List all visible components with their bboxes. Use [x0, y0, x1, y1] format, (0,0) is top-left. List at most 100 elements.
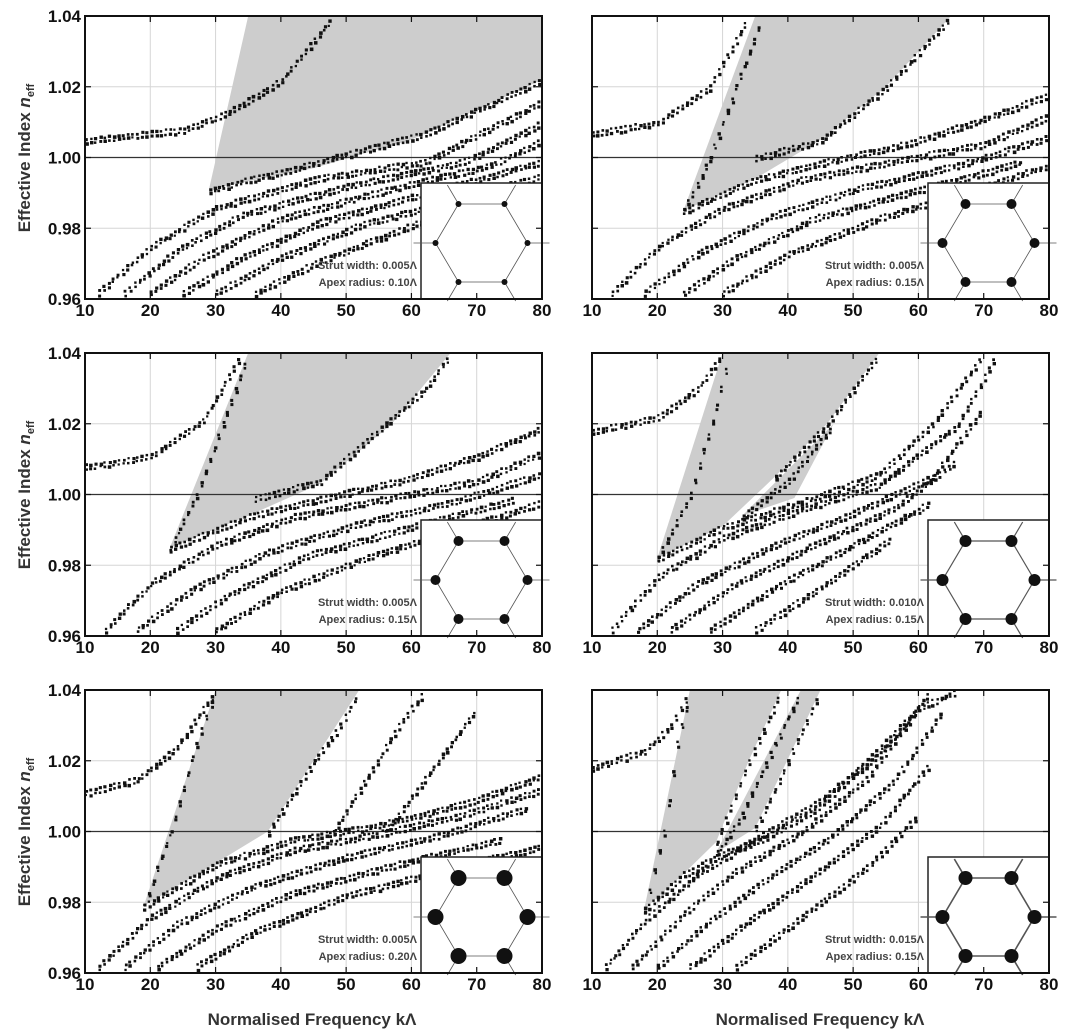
mode-point — [192, 265, 196, 269]
mode-point — [286, 801, 289, 804]
mode-point — [411, 797, 414, 800]
y-tick-label: 1.04 — [48, 344, 82, 363]
mode-point — [728, 565, 732, 568]
mode-point — [239, 239, 242, 243]
mode-point — [825, 525, 829, 529]
mode-point — [684, 617, 688, 620]
mode-point — [414, 212, 417, 216]
mode-point — [904, 190, 908, 194]
mode-point — [248, 231, 252, 235]
mode-point — [800, 246, 805, 250]
mode-point — [756, 551, 759, 555]
mode-point — [257, 227, 260, 231]
mode-point — [713, 545, 717, 549]
mode-point — [238, 103, 242, 108]
mode-point — [325, 473, 329, 478]
mode-point — [956, 147, 960, 151]
mode-point — [765, 590, 769, 593]
mode-point — [808, 167, 812, 171]
mode-point — [317, 205, 322, 210]
mode-point — [345, 172, 350, 176]
x-tick-label: 50 — [844, 301, 863, 320]
mode-point — [205, 718, 209, 721]
mode-point — [800, 221, 805, 226]
mode-point — [377, 516, 381, 520]
mode-point — [108, 954, 112, 958]
mode-point — [445, 751, 450, 755]
mode-point — [824, 433, 828, 437]
mode-point — [125, 941, 130, 946]
mode-point — [276, 257, 280, 262]
mode-point — [667, 238, 670, 241]
mode-point — [856, 479, 861, 483]
mode-point — [1040, 121, 1044, 125]
mode-point — [424, 162, 428, 166]
mode-point — [280, 169, 284, 173]
mode-point — [503, 160, 507, 164]
mode-point — [291, 202, 295, 206]
mode-point — [784, 465, 788, 468]
mode-point — [114, 622, 117, 625]
mode-point — [187, 225, 190, 228]
mode-point — [846, 531, 850, 535]
mode-point — [708, 534, 711, 537]
mode-point — [644, 289, 648, 293]
mode-point — [251, 585, 256, 589]
mode-point — [672, 273, 676, 277]
mode-point — [371, 535, 375, 539]
mode-point — [235, 261, 240, 266]
mode-point — [424, 130, 429, 134]
mode-point — [183, 229, 187, 233]
mode-point — [988, 370, 992, 374]
mode-point — [685, 506, 688, 509]
mode-point — [643, 294, 647, 298]
apex-node — [960, 277, 971, 287]
mode-point — [276, 846, 280, 850]
mode-point — [258, 601, 261, 604]
mode-point — [322, 575, 326, 579]
mode-point — [183, 132, 187, 135]
mode-point — [867, 534, 871, 538]
mode-point — [792, 607, 795, 610]
mode-point — [793, 455, 797, 459]
mode-point — [806, 532, 809, 536]
mode-point — [983, 145, 987, 149]
mode-point — [518, 111, 522, 115]
mode-point — [401, 820, 405, 823]
mode-point — [433, 126, 437, 130]
mode-point — [881, 500, 885, 505]
mode-point — [283, 563, 286, 566]
mode-point — [749, 49, 753, 53]
mode-point — [232, 105, 236, 110]
mode-point — [134, 285, 137, 289]
mode-point — [229, 538, 234, 542]
mode-point — [965, 380, 969, 384]
mode-point — [941, 465, 945, 469]
apex-node — [936, 574, 949, 586]
mode-point — [415, 220, 418, 223]
mode-point — [524, 90, 528, 94]
mode-point — [312, 574, 316, 579]
mode-point — [1012, 129, 1015, 132]
mode-point — [238, 107, 241, 111]
mode-point — [271, 83, 275, 87]
x-tick-label: 70 — [974, 301, 993, 320]
mode-point — [340, 153, 344, 157]
mode-point — [902, 175, 907, 179]
mode-point — [842, 229, 845, 232]
mode-point — [916, 176, 919, 179]
mode-point — [783, 146, 786, 150]
mode-point — [344, 566, 347, 570]
mode-point — [395, 174, 400, 178]
mode-point — [887, 477, 891, 481]
mode-point — [694, 478, 698, 482]
mode-point — [447, 151, 450, 155]
mode-point — [592, 432, 596, 436]
mode-point — [285, 851, 289, 855]
mode-point — [377, 180, 382, 184]
annotation-text: Apex radius: 0.15Λ — [826, 614, 925, 626]
mode-point — [921, 171, 925, 175]
mode-point — [123, 289, 127, 293]
mode-point — [756, 225, 759, 229]
